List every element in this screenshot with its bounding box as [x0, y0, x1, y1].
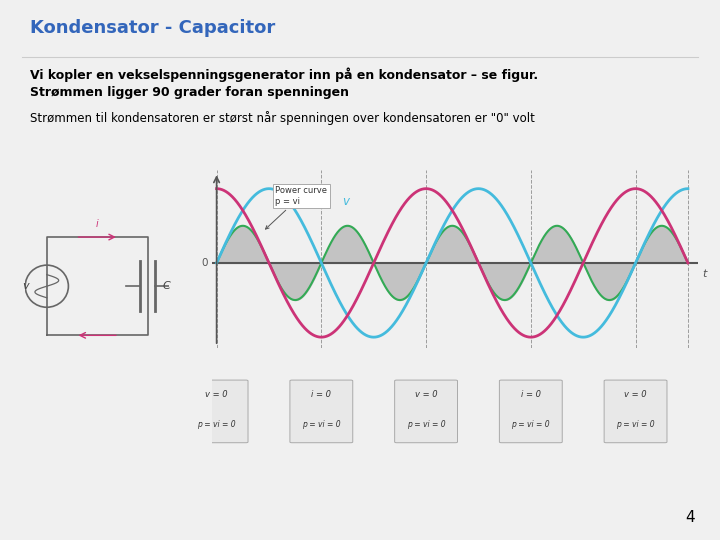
Text: Power curve
p = vi: Power curve p = vi — [266, 186, 328, 229]
Text: i: i — [284, 192, 287, 205]
Text: p = vi = 0: p = vi = 0 — [407, 420, 446, 429]
Text: Vi kopler en vekselspenningsgenerator inn på en kondensator – se figur.: Vi kopler en vekselspenningsgenerator in… — [30, 68, 539, 82]
FancyBboxPatch shape — [395, 380, 457, 443]
Text: Kondensator - Capacitor: Kondensator - Capacitor — [30, 19, 276, 37]
Text: p = vi = 0: p = vi = 0 — [511, 420, 550, 429]
Text: v: v — [22, 281, 29, 291]
Text: v = 0: v = 0 — [205, 390, 228, 400]
Text: v = 0: v = 0 — [415, 390, 437, 400]
Text: 4: 4 — [685, 510, 695, 525]
Text: i = 0: i = 0 — [521, 390, 541, 400]
FancyBboxPatch shape — [500, 380, 562, 443]
Text: v = 0: v = 0 — [624, 390, 647, 400]
FancyBboxPatch shape — [290, 380, 353, 443]
FancyBboxPatch shape — [185, 380, 248, 443]
FancyBboxPatch shape — [604, 380, 667, 443]
Text: Strømmen til kondensatoren er størst når spenningen over kondensatoren er "0" vo: Strømmen til kondensatoren er størst når… — [30, 111, 535, 125]
Text: t: t — [703, 269, 707, 279]
Text: Strømmen ligger 90 grader foran spenningen: Strømmen ligger 90 grader foran spenning… — [30, 86, 349, 99]
Text: 0: 0 — [202, 258, 208, 268]
Text: i: i — [96, 219, 99, 230]
Text: p = vi = 0: p = vi = 0 — [302, 420, 341, 429]
Text: C: C — [163, 281, 170, 291]
Text: p = vi = 0: p = vi = 0 — [197, 420, 236, 429]
Text: p = vi = 0: p = vi = 0 — [616, 420, 655, 429]
Text: i = 0: i = 0 — [311, 390, 331, 400]
Text: v: v — [342, 195, 349, 208]
